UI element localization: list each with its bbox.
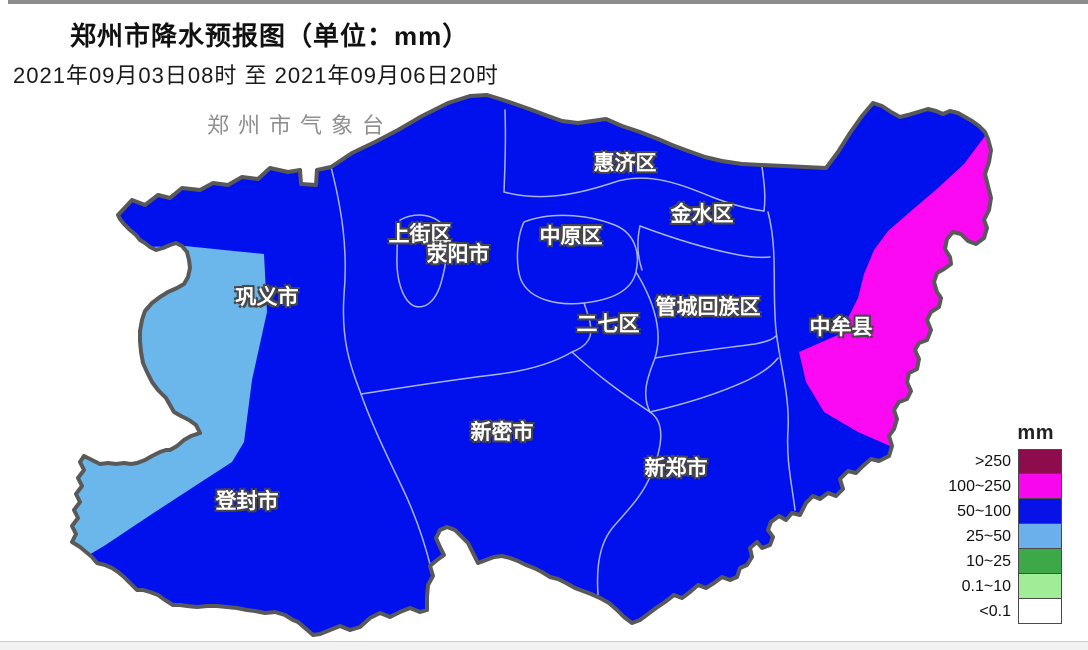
legend-row: <0.1 [932, 599, 1062, 624]
legend-label: 10~25 [966, 552, 1011, 570]
legend-swatch [1018, 599, 1062, 624]
district-label-huiji: 惠济区 [593, 152, 657, 175]
legend-label: <0.1 [979, 602, 1011, 620]
legend-row: 50~100 [932, 499, 1062, 524]
legend-label: 25~50 [966, 527, 1011, 545]
district-label-xinzheng: 新郑市 [644, 457, 708, 480]
legend-label: 0.1~10 [961, 577, 1011, 595]
district-label-gongyi: 巩义市 [235, 286, 299, 309]
legend-label: >250 [974, 452, 1011, 470]
legend-swatch [1018, 474, 1062, 499]
map-outline [70, 93, 993, 637]
legend-swatch [1018, 524, 1062, 549]
legend-row: 25~50 [932, 524, 1062, 549]
card-bottom-edge [0, 641, 1088, 650]
district-label-xingyang: 荥阳市 [426, 243, 490, 266]
legend-swatch [1018, 499, 1062, 524]
window-top-edge [8, 0, 1088, 4]
district-label-zhongmou: 中牟县 [809, 316, 873, 339]
district-label-erqi: 二七区 [576, 313, 640, 336]
legend-label: 50~100 [957, 502, 1011, 520]
page-title: 郑州市降水预报图（单位：mm） [70, 21, 470, 51]
legend-row: >250 [932, 449, 1062, 474]
district-label-jinshui: 金水区 [670, 203, 734, 226]
legend-row: 0.1~10 [932, 574, 1062, 599]
legend-unit-label: mm [1017, 422, 1054, 444]
map-region-base-50-100mm [72, 95, 991, 635]
district-label-zhongyuan: 中原区 [539, 225, 603, 248]
district-label-shangjie: 上街区 [388, 223, 452, 246]
district-label-guancheng: 管城回族区 [655, 296, 761, 319]
legend-swatch [1018, 449, 1062, 474]
legend-row: 100~250 [932, 474, 1062, 499]
precipitation-legend: mm >250 100~250 50~100 25~50 10~25 0.1~1… [932, 422, 1062, 624]
legend-swatch [1018, 549, 1062, 574]
district-label-dengfeng: 登封市 [215, 490, 279, 513]
district-label-xinmi: 新密市 [470, 421, 534, 444]
forecast-date-range: 2021年09月03日08时 至 2021年09月06日20时 [13, 63, 499, 88]
agency-watermark: 郑州市气象台 [207, 114, 394, 139]
district-borders [330, 109, 796, 596]
legend-label: 100~250 [948, 477, 1011, 495]
legend-row: 10~25 [932, 549, 1062, 574]
legend-swatch [1018, 574, 1062, 599]
